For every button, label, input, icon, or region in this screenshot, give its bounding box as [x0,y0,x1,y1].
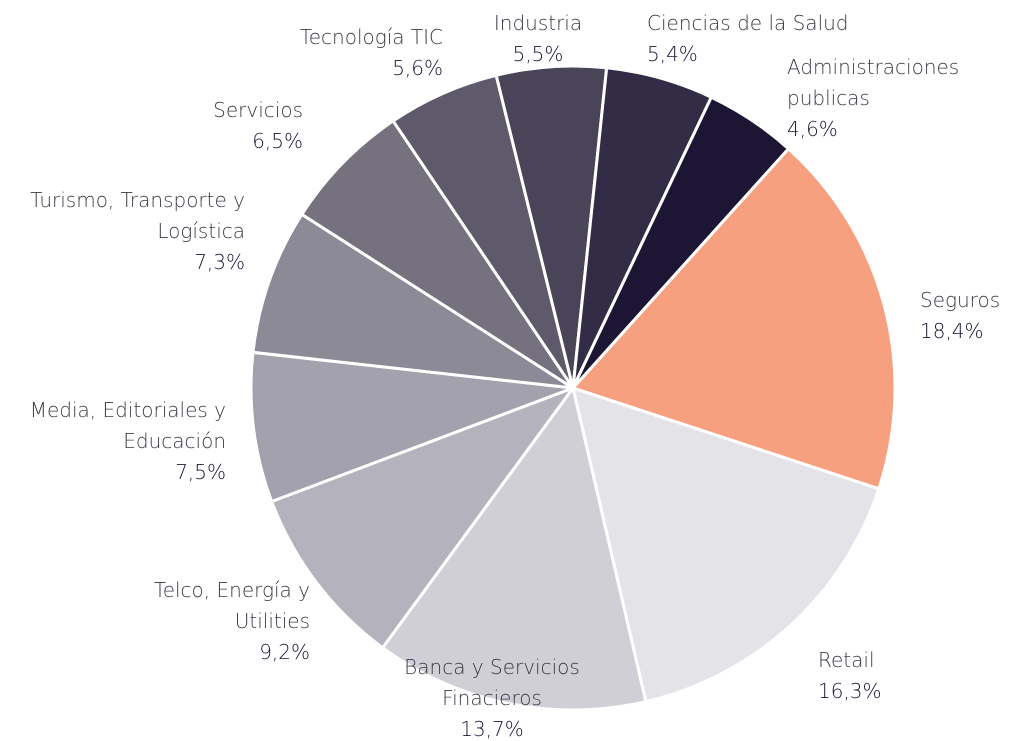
slice-label: Telco, Energía y Utilities 9,2% [135,575,310,668]
value-label: 16,3% [818,679,882,703]
category-label: Media, Editoriales y Educación [29,398,226,453]
category-label: Banca y Servicios Finacieros [404,655,580,710]
value-label: 5,5% [512,42,564,66]
value-label: 5,4% [647,42,698,66]
value-label: 4,6% [787,117,838,141]
slice-label: Turismo, Transporte y Logística 7,3% [5,185,245,278]
category-label: Ciencias de la Salud [647,11,849,35]
pie-slice [299,118,575,390]
category-label: Tecnología TIC [299,25,443,49]
slice-label: Media, Editoriales y Educación 7,5% [11,395,226,488]
pie-slice [571,95,791,390]
slice-label: Ciencias de la Salud 5,4% [647,8,887,70]
category-label: Retail [818,648,875,672]
value-label: 7,3% [194,250,245,274]
pie-slice [251,212,574,390]
slice-label: Tecnología TIC 5,6% [263,22,443,84]
slice-label: Servicios 6,5% [153,95,303,157]
pie-slice [249,350,574,504]
category-label: Industria [493,11,583,35]
pie-slice [570,146,897,491]
value-label: 5,6% [392,56,443,80]
pie-slice [570,385,881,704]
slice-label: Administraciones publicas 4,6% [787,52,982,145]
value-label: 9,2% [259,640,310,664]
category-label: Turismo, Transporte y Logística [30,188,245,243]
slice-label: Retail 16,3% [818,645,938,707]
value-label: 6,5% [252,129,303,153]
category-label: Telco, Energía y Utilities [153,578,310,633]
value-label: 7,5% [175,460,226,484]
value-label: 18,4% [920,319,984,343]
category-label: Administraciones publicas [787,55,960,110]
slice-label: Industria 5,5% [468,8,608,70]
pie-slice [380,384,648,712]
category-label: Servicios [213,98,303,122]
value-label: 13,7% [460,717,524,741]
slice-label: Seguros 18,4% [920,285,1013,347]
pie-slice [269,384,578,650]
category-label: Seguros [920,288,1001,312]
slice-label: Banca y Servicios Finacieros 13,7% [392,652,592,741]
